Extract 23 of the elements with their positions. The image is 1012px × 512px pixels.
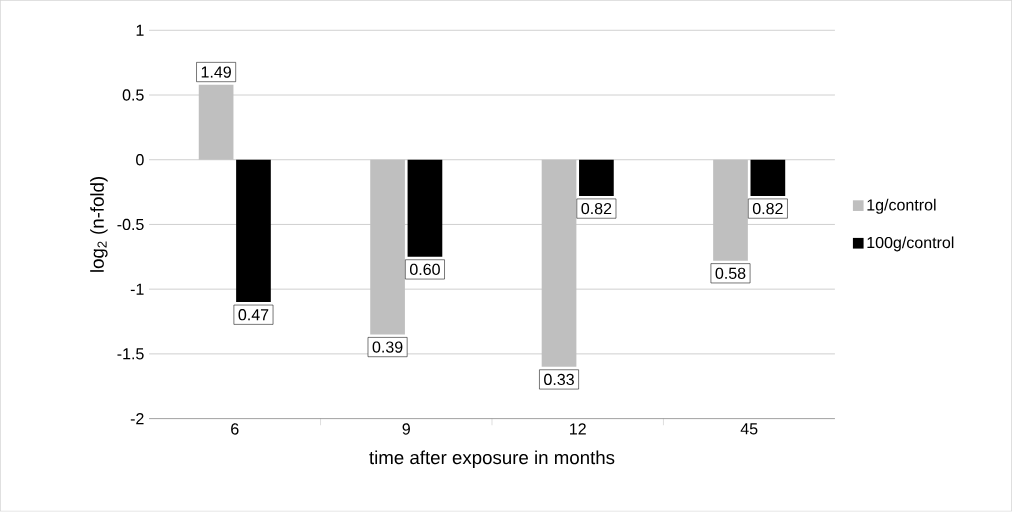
annotation: 1.49 [201, 66, 231, 78]
legend-label: 100g/control [867, 236, 954, 252]
x-tick-label: 9 [402, 423, 410, 435]
x-tick-label: 12 [570, 423, 586, 435]
x-tick-label: 6 [231, 423, 239, 435]
y-tick-label: -1 [130, 283, 144, 295]
annotation: 0.82 [752, 203, 783, 215]
y-tick-label: -0.5 [117, 218, 144, 231]
y-tick-label: 1 [136, 24, 144, 36]
annotation: 0.33 [544, 373, 574, 386]
legend-label: 1g/control [867, 199, 936, 214]
x-axis-title: time after exposure in months [369, 450, 615, 469]
y-tick-label: 0.5 [122, 89, 144, 101]
annotation: 0.47 [238, 309, 269, 321]
annotation: 0.60 [409, 263, 440, 276]
y-tick-label: -1.5 [117, 348, 144, 360]
annotation: 0.82 [581, 203, 612, 215]
annotation: 0.39 [372, 341, 403, 353]
y-axis-title: log$_{2}$ (n-fold) [90, 177, 108, 272]
y-tick-label: -2 [130, 413, 144, 425]
annotation: 0.58 [715, 267, 746, 280]
x-tick-label: 45 [740, 423, 758, 435]
y-tick-label: 0 [136, 154, 144, 166]
